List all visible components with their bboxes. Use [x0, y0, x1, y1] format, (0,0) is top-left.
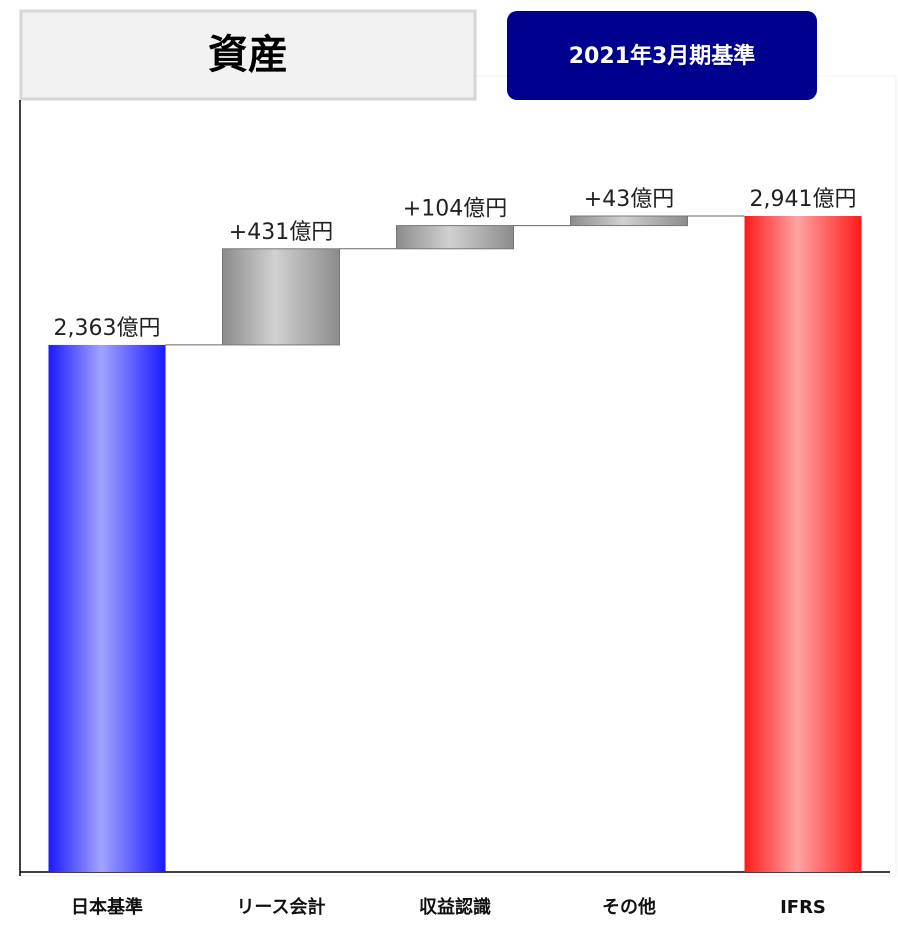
bar — [396, 225, 514, 250]
badge — [507, 11, 817, 100]
x-tick-label: 日本基準 — [71, 896, 143, 918]
x-tick-label: 収益認識 — [419, 896, 491, 918]
bar — [570, 215, 688, 227]
bar — [48, 344, 166, 872]
value-label: 2,363億円 — [54, 316, 161, 341]
value-label: +104億円 — [403, 197, 507, 222]
x-tick-label: リース会計 — [236, 896, 325, 918]
value-label: +43億円 — [584, 187, 674, 212]
value-label: 2,941億円 — [750, 187, 857, 212]
x-tick-label: その他 — [602, 896, 656, 918]
chart-title: 資産 — [208, 32, 288, 78]
bar — [744, 216, 862, 872]
title-box — [19, 9, 477, 101]
value-label: +431億円 — [229, 220, 333, 245]
x-tick-label: IFRS — [780, 897, 826, 918]
bar — [222, 248, 340, 346]
chart-subtitle: 2021年3月期基準 — [569, 43, 756, 69]
